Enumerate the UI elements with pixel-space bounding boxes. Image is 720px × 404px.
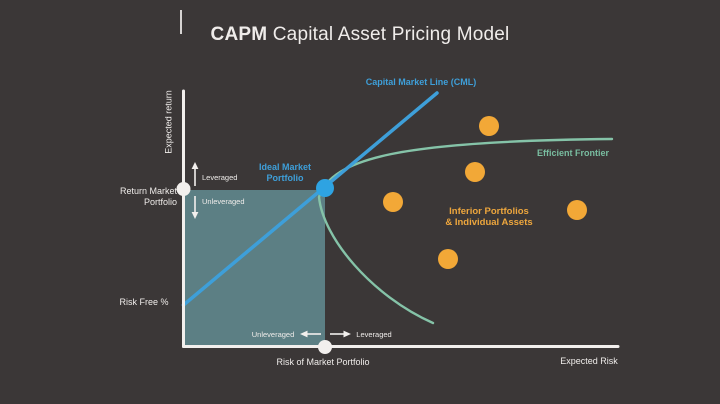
- cml-label: Capital Market Line (CML): [365, 77, 477, 87]
- risk-market-axis-dot: [318, 340, 332, 354]
- inferior-asset-dot: [567, 200, 587, 220]
- inferior-label-line1: Inferior Portfolios: [449, 206, 529, 217]
- ideal-market-portfolio-dot: [316, 179, 334, 197]
- inferior-asset-dot: [479, 116, 499, 136]
- inferior-asset-dot: [465, 162, 485, 182]
- unleveraged-down-arrow: [191, 196, 199, 219]
- efficient-frontier-label: Efficient Frontier: [536, 148, 610, 158]
- efficient-frontier-curve: [317, 137, 614, 325]
- capital-market-line: [181, 91, 439, 307]
- leveraged-label-bottom: Leveraged: [356, 330, 392, 339]
- return-market-portfolio-label: Return Market Portfolio: [97, 186, 177, 208]
- title-text: Capital Asset Pricing Model: [272, 24, 510, 45]
- title-cursor-mark: [180, 10, 182, 34]
- ideal-market-portfolio-label: Ideal Market Portfolio: [259, 162, 311, 184]
- title-abbreviation: CAPM: [210, 24, 268, 45]
- inferior-asset-dot: [438, 249, 458, 269]
- unleveraged-region: [184, 190, 325, 347]
- risk-free-label: Risk Free %: [119, 297, 169, 307]
- slide-title: CAPM Capital Asset Pricing Model: [0, 24, 720, 46]
- inferior-portfolios-label: Inferior Portfolios & Individual Assets: [445, 206, 532, 228]
- ideal-label-line2: Portfolio: [266, 173, 304, 183]
- risk-of-market-portfolio-label: Risk of Market Portfolio: [276, 357, 370, 367]
- x-axis-label: Expected Risk: [560, 356, 618, 366]
- leveraged-right-arrow: [330, 330, 351, 338]
- inferior-points-layer: [383, 116, 587, 269]
- ideal-label-line1: Ideal Market: [258, 162, 312, 172]
- leveraged-up-arrow: [191, 162, 199, 186]
- marker-layer: [176, 179, 334, 354]
- y-axis-label: Expected return: [163, 90, 174, 154]
- unleveraged-label-top: Unleveraged: [202, 197, 245, 206]
- inferior-asset-dot: [383, 192, 403, 212]
- inferior-label-line2: & Individual Assets: [445, 217, 533, 228]
- return-market-line1: Return Market: [119, 186, 177, 196]
- unleveraged-left-arrow: [300, 330, 321, 338]
- unleveraged-label-bottom: Unleveraged: [251, 330, 295, 339]
- leveraged-label-top: Leveraged: [202, 173, 238, 182]
- return-market-line2: Portfolio: [143, 197, 177, 207]
- return-market-axis-dot: [176, 182, 191, 196]
